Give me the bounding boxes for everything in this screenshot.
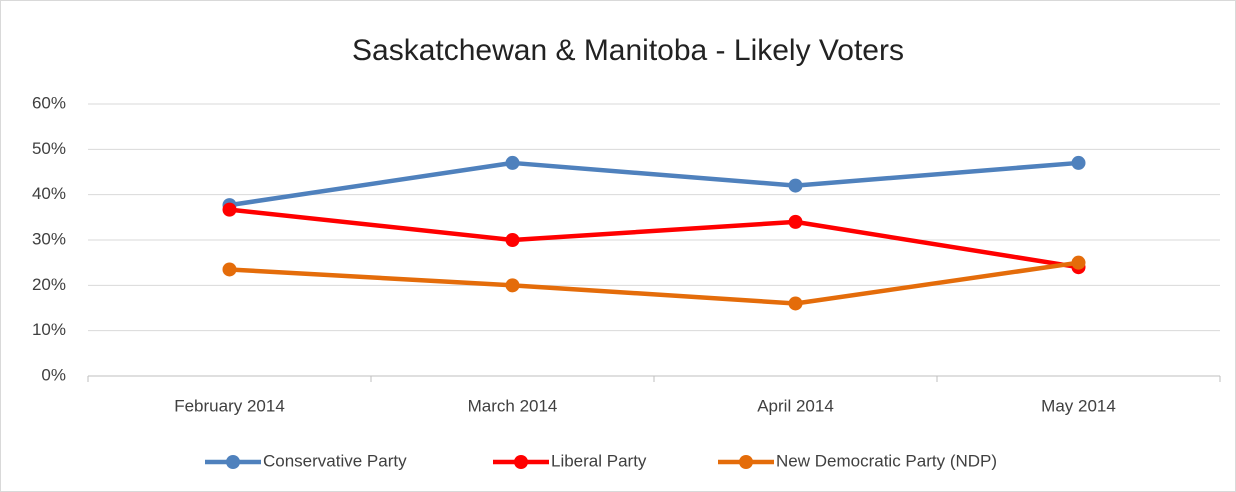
y-tick-label: 60%: [32, 93, 66, 112]
data-point: [788, 214, 803, 229]
legend-marker: [739, 455, 753, 469]
legend-label: Conservative Party: [263, 451, 407, 470]
y-tick-label: 40%: [32, 184, 66, 203]
y-tick-label: 50%: [32, 139, 66, 158]
series-line: [229, 207, 1079, 270]
legend-label: New Democratic Party (NDP): [776, 451, 997, 470]
data-point: [505, 233, 520, 247]
legend-label: Liberal Party: [551, 451, 647, 470]
data-point: [505, 278, 520, 293]
y-tick-label: 10%: [32, 320, 66, 339]
data-point: [505, 155, 520, 170]
x-tick-label: April 2014: [757, 396, 834, 415]
data-point: [1071, 155, 1086, 170]
y-tick-label: 20%: [32, 275, 66, 294]
series-line: [229, 260, 1079, 306]
x-tick-label: February 2014: [174, 396, 285, 415]
series-line: [229, 160, 1079, 208]
x-tick-label: May 2014: [1041, 396, 1116, 415]
legend-marker: [514, 455, 528, 469]
y-tick-label: 30%: [32, 229, 66, 248]
legend-marker: [226, 455, 240, 469]
data-point: [788, 296, 803, 311]
data-point: [222, 202, 237, 217]
y-tick-label: 0%: [41, 365, 66, 384]
data-point: [1071, 255, 1086, 270]
data-point: [788, 178, 803, 193]
chart-title: Saskatchewan & Manitoba - Likely Voters: [352, 34, 904, 67]
data-point: [222, 262, 237, 277]
x-tick-label: March 2014: [468, 396, 558, 415]
